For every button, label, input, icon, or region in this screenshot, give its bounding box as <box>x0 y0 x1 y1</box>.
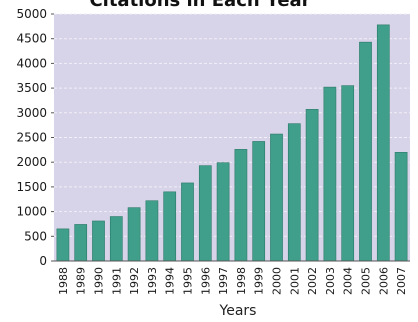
bar-2007 <box>394 152 408 262</box>
x-tick-label: 2001 <box>288 267 301 295</box>
y-tick-label: 1500 <box>16 180 47 194</box>
bar-1994 <box>163 191 177 262</box>
x-tick-label: 1999 <box>253 267 266 295</box>
y-tick-label: 500 <box>24 229 47 243</box>
bar-1990 <box>92 220 105 262</box>
bar-1997 <box>216 162 230 262</box>
bar-1995 <box>181 182 194 262</box>
x-tick-label: 1989 <box>75 267 88 295</box>
x-tick-label: 2007 <box>395 267 408 295</box>
bar-2002 <box>305 109 319 262</box>
x-tick-label: 1994 <box>164 267 177 295</box>
x-tick-label: 2005 <box>360 267 373 295</box>
y-tick-label: 1000 <box>16 205 47 219</box>
chart-title: Citations in Each Year <box>89 0 310 11</box>
x-tick-label: 1997 <box>217 267 230 295</box>
x-tick-label: 1990 <box>93 267 106 295</box>
bar-2006 <box>376 24 390 262</box>
bar-2003 <box>323 86 337 262</box>
y-tick-label: 4000 <box>16 56 47 70</box>
x-tick-label: 1993 <box>146 267 159 295</box>
bar-1996 <box>198 165 212 262</box>
y-tick-label: 4500 <box>16 32 47 46</box>
x-tick-label: 1988 <box>57 267 70 295</box>
bar-2001 <box>287 123 301 262</box>
x-tick-label: 1991 <box>110 267 123 295</box>
bar-1998 <box>234 149 248 262</box>
x-tick-label: 2004 <box>342 267 355 295</box>
y-tick-label: 2500 <box>16 131 47 145</box>
x-tick-label: 2006 <box>377 267 390 295</box>
x-tick-label: 2000 <box>271 267 284 295</box>
bar-1988 <box>56 228 70 262</box>
x-tick-label: 1995 <box>182 267 195 295</box>
bar-1992 <box>127 207 141 262</box>
bar-2005 <box>359 41 372 262</box>
x-tick-label: 1992 <box>128 267 141 295</box>
bar-1993 <box>145 200 159 262</box>
y-tick-label: 3000 <box>16 106 47 120</box>
x-axis-ticks: 1988 1989 1990 1991 1992 1993 1994 1995 1996 1997… <box>54 260 410 295</box>
bar-2000 <box>270 133 283 262</box>
bar-1991 <box>109 216 123 262</box>
x-tick-label: 2003 <box>324 267 337 295</box>
bars <box>56 24 408 262</box>
x-tick-label: 1998 <box>235 267 248 295</box>
y-tick-label: 3500 <box>16 81 47 95</box>
y-tick-label: 5000 <box>16 7 47 21</box>
y-tick-label: 0 <box>39 254 47 268</box>
bar-1989 <box>74 224 88 262</box>
bar-2004 <box>341 85 355 262</box>
x-tick-label: 1996 <box>199 267 212 295</box>
y-axis-ticks: 0 500 1000 1500 2000 2500 3000 3500 4000 4500 5000 <box>16 7 54 268</box>
y-tick-label: 2000 <box>16 155 47 169</box>
x-tick-label: 2002 <box>306 267 319 295</box>
x-axis-title: Years <box>219 303 257 319</box>
bar-1999 <box>252 141 266 262</box>
